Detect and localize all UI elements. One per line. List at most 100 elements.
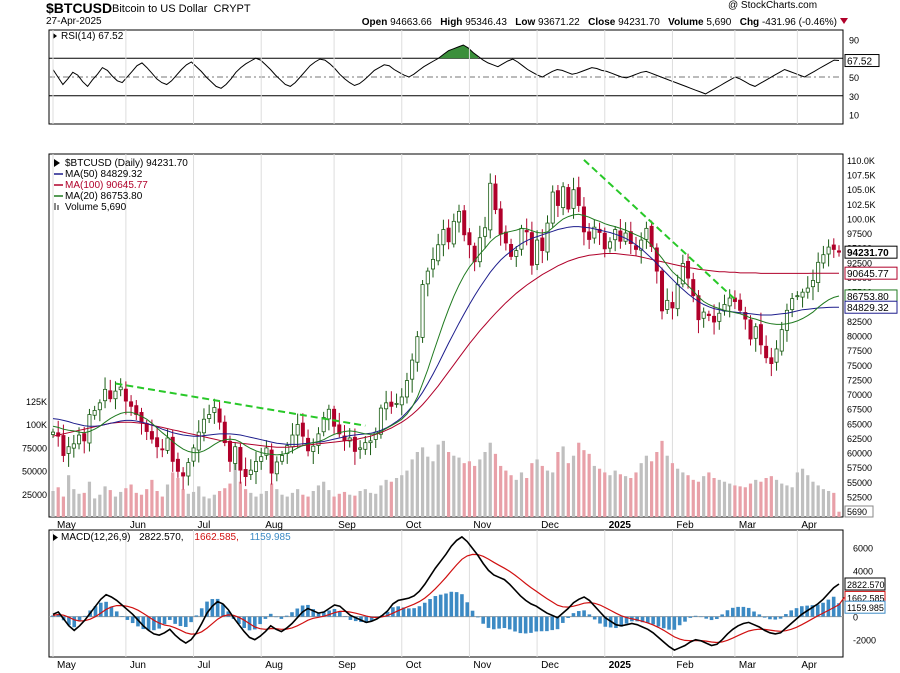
volume-tick-label: 75000 xyxy=(22,443,47,453)
candle-body xyxy=(170,436,175,462)
candle-body xyxy=(561,186,566,209)
candle-body xyxy=(498,208,503,235)
macd-histogram-bar xyxy=(428,599,432,617)
volume-bar xyxy=(785,485,789,517)
volume-bar xyxy=(410,459,414,517)
candle-body xyxy=(696,295,701,321)
price-tick-label: 82500 xyxy=(847,317,872,327)
macd-histogram-bar xyxy=(768,616,772,620)
macd-legend-marker xyxy=(53,534,58,541)
macd-histogram-bar xyxy=(576,611,581,617)
volume-bar xyxy=(639,463,643,517)
volume-bar xyxy=(93,498,97,517)
exchange-text: CRYPT xyxy=(213,3,251,15)
volume-bar xyxy=(280,494,284,517)
macd-histogram-bar xyxy=(837,603,841,617)
macd-value-label: 2822.570 xyxy=(847,580,885,590)
macd-histogram-bar xyxy=(51,615,55,617)
volume-bar xyxy=(197,486,201,517)
symbol-description: Bitcoin to US Dollar CRYPT xyxy=(112,3,251,15)
candle-body xyxy=(248,469,253,475)
volume-bar xyxy=(806,475,810,517)
volume-bar xyxy=(514,479,518,517)
candle-body xyxy=(165,437,170,451)
price-month-label: Apr xyxy=(801,520,817,531)
macd-histogram-bar xyxy=(757,614,762,617)
macd-histogram-bar xyxy=(284,615,289,617)
volume-bar xyxy=(676,468,680,517)
volume-bar xyxy=(655,452,659,517)
volume-bar xyxy=(134,492,138,517)
candle-body xyxy=(706,313,711,316)
volume-bar xyxy=(561,446,565,517)
volume-bar xyxy=(165,484,170,517)
macd-histogram-bar xyxy=(826,599,831,617)
brand-logo[interactable]: @ StockCharts.com xyxy=(728,0,818,11)
rsi-current-label: 67.52 xyxy=(847,57,872,68)
macd-month-label: Feb xyxy=(676,660,694,671)
candle-body xyxy=(701,311,706,319)
price-month-label: Mar xyxy=(739,520,757,531)
volume-bar xyxy=(821,489,825,517)
volume-bar xyxy=(540,465,544,517)
macd-tick-label: 6000 xyxy=(853,543,873,553)
volume-bar xyxy=(389,481,393,517)
macd-month-label: Sep xyxy=(338,660,356,671)
macd-histogram-bar xyxy=(709,616,714,621)
candle-body xyxy=(587,231,592,240)
macd-histogram-bar xyxy=(322,612,326,617)
candle-body xyxy=(748,319,753,340)
volume-bar xyxy=(51,491,55,517)
price-tick-label: 75000 xyxy=(847,361,872,371)
volume-bar xyxy=(743,487,747,517)
candle-body xyxy=(311,445,316,452)
volume-bar xyxy=(613,470,617,517)
rsi-tick-label: 10 xyxy=(849,111,859,121)
candle-body xyxy=(368,440,373,444)
volume-bar xyxy=(238,481,242,517)
candle-body xyxy=(566,187,571,210)
volume-bar xyxy=(353,495,357,517)
macd-histogram-bar xyxy=(667,616,671,630)
volume-bar xyxy=(394,478,399,517)
macd-histogram-bar xyxy=(821,602,825,617)
macd-signal-line xyxy=(52,553,845,644)
macd-histogram-bar xyxy=(720,614,724,617)
macd-histogram-bar xyxy=(725,610,730,617)
ma100-line xyxy=(52,253,839,448)
candle-body xyxy=(233,446,238,464)
candle-body xyxy=(222,421,227,444)
macd-histogram-bar xyxy=(253,616,257,630)
volume-current-box xyxy=(844,505,874,518)
macd-histogram-bar xyxy=(598,616,602,624)
candle-body xyxy=(738,299,743,311)
macd-histogram-bar xyxy=(449,591,454,617)
volume-current-label: 5690 xyxy=(847,507,867,517)
macd-histogram-bar xyxy=(476,616,480,618)
macd-histogram-bar xyxy=(189,616,193,623)
macd-month-label: Dec xyxy=(541,660,559,671)
volume-bar xyxy=(488,442,492,517)
price-value-label: 84829.32 xyxy=(847,303,889,314)
volume-bar xyxy=(358,491,362,517)
candle-body xyxy=(97,402,102,411)
macd-histogram-bar xyxy=(146,616,151,631)
candle-body xyxy=(410,359,415,380)
candle-body xyxy=(254,460,259,472)
macd-histogram-bar xyxy=(715,616,719,620)
candle-body xyxy=(529,232,534,266)
macd-histogram-bar xyxy=(407,608,411,617)
candle-body xyxy=(441,229,446,246)
volume-bar xyxy=(139,494,144,517)
volume-bar xyxy=(290,492,295,517)
volume-bar xyxy=(504,470,508,517)
candle-body xyxy=(493,183,498,211)
price-value-label: 94231.70 xyxy=(847,248,889,259)
candle-body xyxy=(430,258,435,270)
volume-bar xyxy=(374,493,378,517)
candle-body xyxy=(399,396,404,406)
volume-bar xyxy=(264,491,269,517)
candle-body xyxy=(352,436,357,452)
macd-histogram-bar xyxy=(481,616,485,624)
candle-body xyxy=(550,191,555,224)
